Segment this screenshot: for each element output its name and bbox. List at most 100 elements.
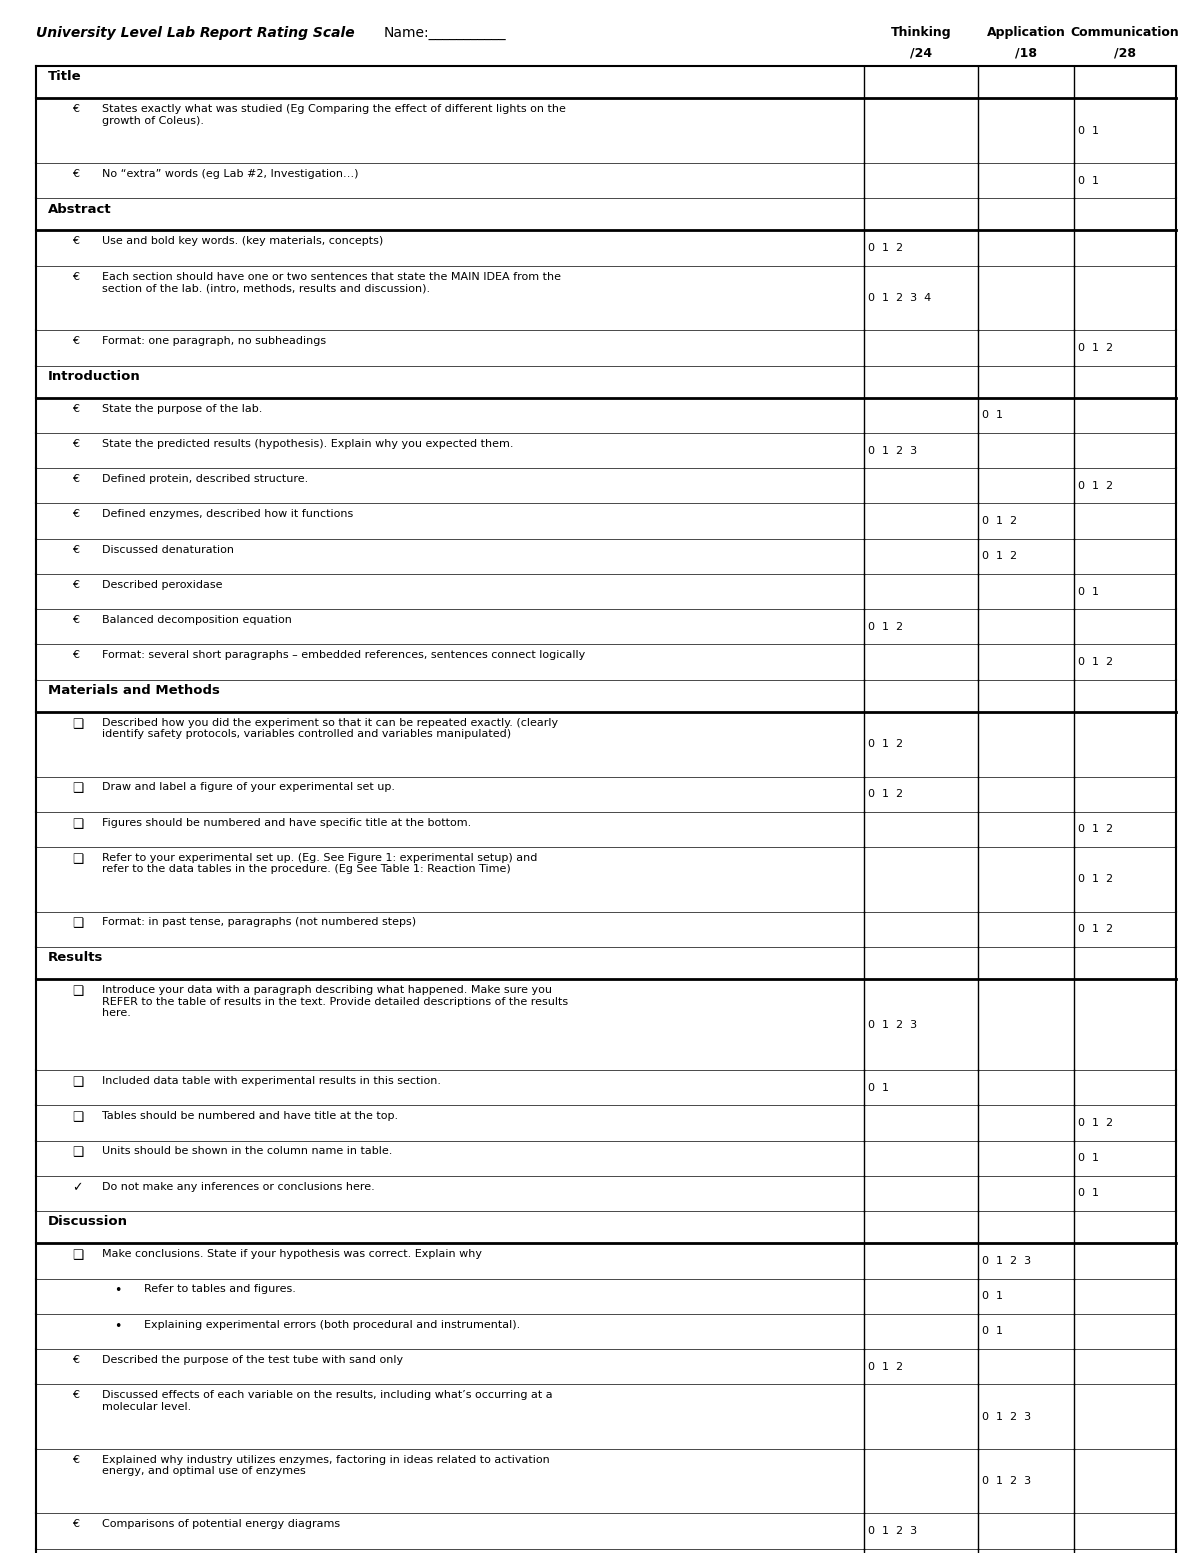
Text: €: € — [72, 104, 79, 115]
Bar — [36, 1211, 1176, 1244]
Bar — [36, 978, 1176, 1070]
Text: ❑: ❑ — [72, 1076, 83, 1089]
Bar — [36, 1384, 1176, 1449]
Bar — [36, 1106, 1176, 1140]
Text: Thinking: Thinking — [890, 26, 952, 39]
Bar — [36, 1350, 1176, 1384]
Text: Included data table with experimental results in this section.: Included data table with experimental re… — [102, 1076, 442, 1086]
Text: 0  1  2: 0 1 2 — [1078, 481, 1112, 491]
Text: 0  1  2  3: 0 1 2 3 — [868, 446, 917, 455]
Text: /24: /24 — [910, 47, 932, 61]
Text: 0  1  2: 0 1 2 — [1078, 924, 1112, 935]
Bar — [36, 776, 1176, 812]
Text: 0  1: 0 1 — [1078, 175, 1099, 185]
Text: Format: in past tense, paragraphs (not numbered steps): Format: in past tense, paragraphs (not n… — [102, 918, 416, 927]
Text: 0  1: 0 1 — [1078, 1188, 1099, 1199]
Bar — [36, 199, 1176, 230]
Text: ❑: ❑ — [72, 1146, 83, 1160]
Text: Each section should have one or two sentences that state the MAIN IDEA from the
: Each section should have one or two sent… — [102, 272, 562, 294]
Text: €: € — [72, 1390, 79, 1401]
Bar — [36, 1314, 1176, 1350]
Text: Abstract: Abstract — [48, 202, 112, 216]
Text: Use and bold key words. (key materials, concepts): Use and bold key words. (key materials, … — [102, 236, 383, 247]
Text: Refer to your experimental set up. (Eg. See Figure 1: experimental setup) and
re: Refer to your experimental set up. (Eg. … — [102, 853, 538, 874]
Bar — [36, 539, 1176, 575]
Text: 0  1  2  3: 0 1 2 3 — [982, 1412, 1031, 1421]
Text: State the purpose of the lab.: State the purpose of the lab. — [102, 404, 263, 413]
Text: 0  1: 0 1 — [982, 1326, 1003, 1337]
Bar — [36, 469, 1176, 503]
Text: ❑: ❑ — [72, 1112, 83, 1124]
Bar — [36, 680, 1176, 711]
Text: Make conclusions. State if your hypothesis was correct. Explain why: Make conclusions. State if your hypothes… — [102, 1249, 482, 1259]
Text: 0  1  2: 0 1 2 — [982, 516, 1016, 526]
Text: Discussed denaturation: Discussed denaturation — [102, 545, 234, 554]
Text: Discussed effects of each variable on the results, including what’s occurring at: Discussed effects of each variable on th… — [102, 1390, 553, 1412]
Text: Introduce your data with a paragraph describing what happened. Make sure you
REF: Introduce your data with a paragraph des… — [102, 985, 568, 1019]
Text: €: € — [72, 1519, 79, 1530]
Text: Balanced decomposition equation: Balanced decomposition equation — [102, 615, 292, 624]
Bar — [36, 912, 1176, 947]
Bar — [36, 163, 1176, 199]
Text: •: • — [114, 1320, 121, 1332]
Text: Explaining experimental errors (both procedural and instrumental).: Explaining experimental errors (both pro… — [144, 1320, 521, 1329]
Text: €: € — [72, 1455, 79, 1464]
Bar — [36, 331, 1176, 365]
Bar — [36, 1176, 1176, 1211]
Text: 0  1  2: 0 1 2 — [868, 1362, 902, 1371]
Text: 0  1  2  3: 0 1 2 3 — [982, 1475, 1031, 1486]
Text: €: € — [72, 272, 79, 281]
Text: 0  1  2: 0 1 2 — [868, 244, 902, 253]
Text: €: € — [72, 474, 79, 485]
Text: /28: /28 — [1114, 47, 1136, 61]
Bar — [36, 575, 1176, 609]
Text: Do not make any inferences or conclusions here.: Do not make any inferences or conclusion… — [102, 1182, 374, 1191]
Text: 0  1  2  3: 0 1 2 3 — [868, 1020, 917, 1030]
Text: 0  1  2  3: 0 1 2 3 — [982, 1256, 1031, 1266]
Text: 0  1  2: 0 1 2 — [1078, 657, 1112, 668]
Text: €: € — [72, 335, 79, 346]
Text: Explained why industry utilizes enzymes, factoring in ideas related to activatio: Explained why industry utilizes enzymes,… — [102, 1455, 550, 1477]
Text: Defined protein, described structure.: Defined protein, described structure. — [102, 474, 308, 485]
Text: 0  1: 0 1 — [1078, 126, 1099, 135]
Bar — [36, 1140, 1176, 1176]
Text: ❑: ❑ — [72, 717, 83, 731]
Text: Figures should be numbered and have specific title at the bottom.: Figures should be numbered and have spec… — [102, 817, 472, 828]
Text: State the predicted results (hypothesis). Explain why you expected them.: State the predicted results (hypothesis)… — [102, 439, 514, 449]
Bar — [36, 1548, 1176, 1553]
Bar — [36, 1278, 1176, 1314]
Bar — [36, 1070, 1176, 1106]
Bar — [36, 365, 1176, 398]
Text: ✓: ✓ — [72, 1182, 83, 1194]
Text: 0  1  2  3: 0 1 2 3 — [868, 1527, 917, 1536]
Text: €: € — [72, 439, 79, 449]
Bar — [36, 230, 1176, 266]
Text: 0  1  2: 0 1 2 — [982, 551, 1016, 561]
Bar — [36, 503, 1176, 539]
Text: Described how you did the experiment so that it can be repeated exactly. (clearl: Described how you did the experiment so … — [102, 717, 558, 739]
Bar — [36, 609, 1176, 644]
Text: Discussion: Discussion — [48, 1216, 128, 1228]
Text: Tables should be numbered and have title at the top.: Tables should be numbered and have title… — [102, 1112, 398, 1121]
Text: Units should be shown in the column name in table.: Units should be shown in the column name… — [102, 1146, 392, 1157]
Text: €: € — [72, 651, 79, 660]
Text: €: € — [72, 1354, 79, 1365]
Bar — [36, 846, 1176, 912]
Text: €: € — [72, 236, 79, 247]
Text: University Level Lab Report Rating Scale: University Level Lab Report Rating Scale — [36, 26, 355, 40]
Text: Format: several short paragraphs – embedded references, sentences connect logica: Format: several short paragraphs – embed… — [102, 651, 586, 660]
Text: Format: one paragraph, no subheadings: Format: one paragraph, no subheadings — [102, 335, 326, 346]
Text: Defined enzymes, described how it functions: Defined enzymes, described how it functi… — [102, 509, 353, 519]
Text: Materials and Methods: Materials and Methods — [48, 683, 220, 697]
Text: Refer to tables and figures.: Refer to tables and figures. — [144, 1284, 296, 1294]
Text: •: • — [114, 1284, 121, 1297]
Text: Application: Application — [986, 26, 1066, 39]
Text: 0  1  2: 0 1 2 — [868, 621, 902, 632]
Bar — [36, 433, 1176, 469]
Bar — [36, 644, 1176, 680]
Text: 0  1: 0 1 — [982, 1291, 1003, 1301]
Text: 0  1  2: 0 1 2 — [1078, 874, 1112, 884]
Text: Title: Title — [48, 70, 82, 84]
Text: €: € — [72, 404, 79, 413]
Text: ❑: ❑ — [72, 853, 83, 867]
